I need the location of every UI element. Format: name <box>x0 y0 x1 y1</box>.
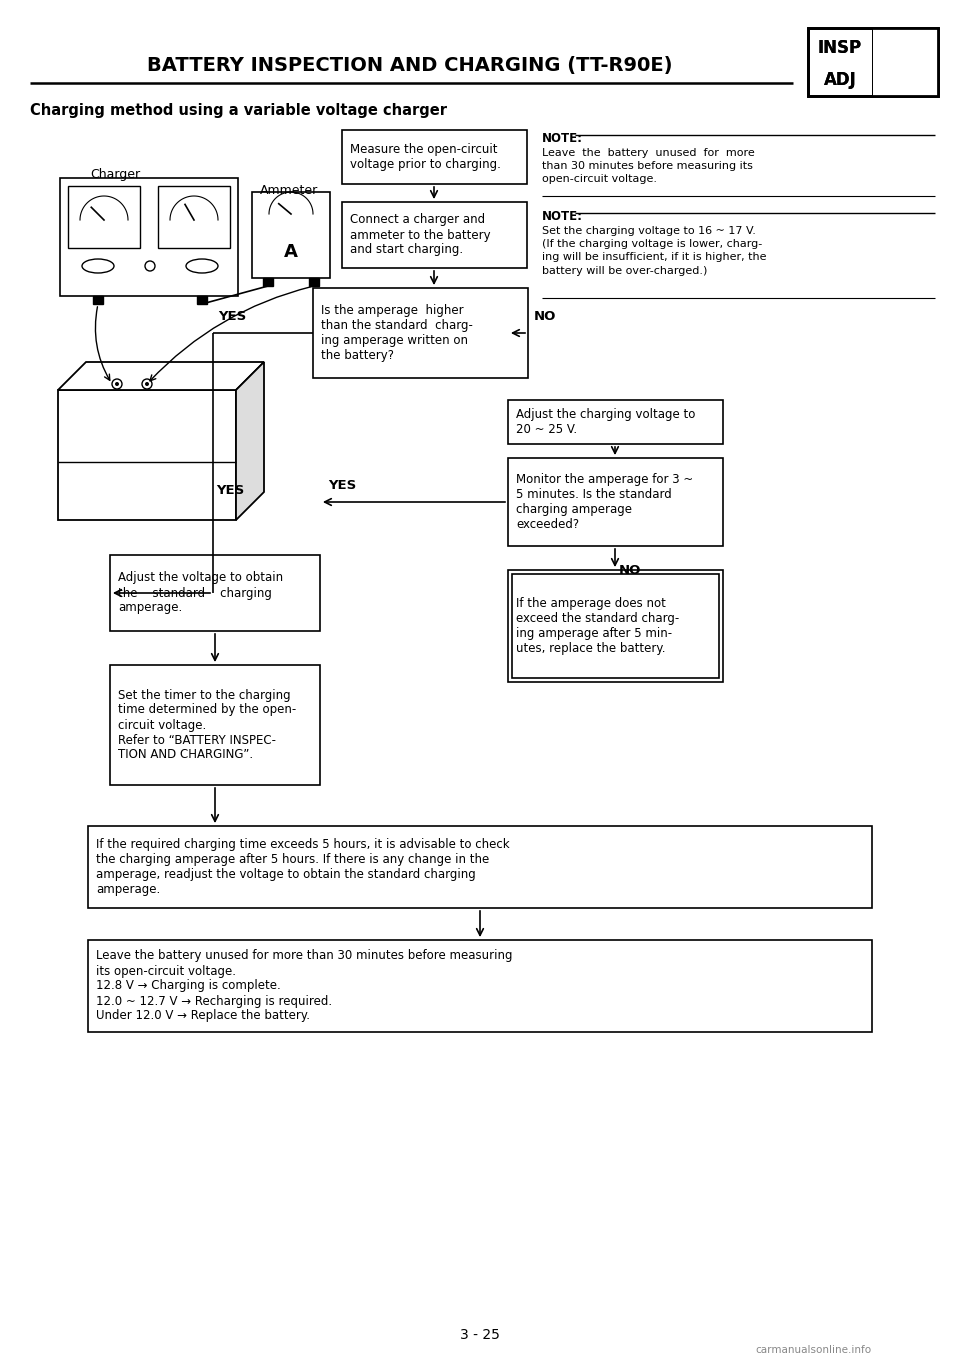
Bar <box>68 186 140 249</box>
Text: INSP: INSP <box>818 39 862 57</box>
Bar <box>808 29 938 96</box>
Text: NOTE:: NOTE: <box>542 132 583 145</box>
Circle shape <box>896 52 916 72</box>
Text: Measure the open-circuit
voltage prior to charging.: Measure the open-circuit voltage prior t… <box>350 143 501 171</box>
Bar <box>197 296 207 304</box>
Text: NOTE:: NOTE: <box>542 210 583 223</box>
Bar <box>252 191 330 278</box>
Wedge shape <box>906 62 930 87</box>
Text: Ammeter: Ammeter <box>260 183 319 197</box>
Circle shape <box>115 382 119 386</box>
Text: carmanualsonline.info: carmanualsonline.info <box>755 1344 871 1355</box>
Text: If the amperage does not
exceed the standard charg-
ing amperage after 5 min-
ut: If the amperage does not exceed the stan… <box>516 598 680 655</box>
Text: YES: YES <box>328 479 356 492</box>
Bar <box>512 574 719 678</box>
Bar <box>342 130 527 183</box>
Bar <box>263 278 273 287</box>
Ellipse shape <box>82 259 114 273</box>
Text: Leave the battery unused for more than 30 minutes before measuring
its open-circ: Leave the battery unused for more than 3… <box>96 949 513 1023</box>
Text: Monitor the amperage for 3 ~
5 minutes. Is the standard
charging amperage
exceed: Monitor the amperage for 3 ~ 5 minutes. … <box>516 473 693 531</box>
Bar <box>158 186 230 249</box>
Bar <box>60 178 238 296</box>
Circle shape <box>145 382 149 386</box>
Text: A: A <box>284 243 298 261</box>
Text: Adjust the voltage to obtain
the    standard    charging
amperage.: Adjust the voltage to obtain the standar… <box>118 572 283 615</box>
Bar <box>508 458 723 546</box>
Text: Charger: Charger <box>90 168 140 181</box>
Bar <box>58 390 236 520</box>
Text: Set the timer to the charging
time determined by the open-
circuit voltage.
Refe: Set the timer to the charging time deter… <box>118 689 297 762</box>
Text: Is the amperage  higher
than the standard  charg-
ing amperage written on
the ba: Is the amperage higher than the standard… <box>321 304 473 363</box>
Text: If the required charging time exceeds 5 hours, it is advisable to check
the char: If the required charging time exceeds 5 … <box>96 838 510 896</box>
Text: 3 - 25: 3 - 25 <box>460 1328 500 1342</box>
Text: YES: YES <box>218 310 247 323</box>
Bar <box>309 278 319 287</box>
Text: YES: YES <box>216 483 244 497</box>
Text: ADJ: ADJ <box>824 71 856 90</box>
Circle shape <box>145 261 155 272</box>
Polygon shape <box>58 363 264 390</box>
Text: Connect a charger and
ammeter to the battery
and start charging.: Connect a charger and ammeter to the bat… <box>350 213 491 257</box>
Text: Charging method using a variable voltage charger: Charging method using a variable voltage… <box>30 102 447 118</box>
Bar <box>508 570 723 682</box>
Bar <box>313 288 528 378</box>
Bar <box>93 296 103 304</box>
Text: Leave  the  battery  unused  for  more
than 30 minutes before measuring its
open: Leave the battery unused for more than 3… <box>542 148 755 185</box>
Bar <box>808 29 938 96</box>
Bar <box>110 665 320 785</box>
Polygon shape <box>898 84 924 92</box>
Text: Set the charging voltage to 16 ~ 17 V.
(If the charging voltage is lower, charg-: Set the charging voltage to 16 ~ 17 V. (… <box>542 225 766 276</box>
Bar <box>342 202 527 268</box>
Wedge shape <box>881 38 906 62</box>
Polygon shape <box>236 363 264 520</box>
Text: INSP: INSP <box>818 39 862 57</box>
Circle shape <box>879 35 933 90</box>
Bar <box>873 29 938 96</box>
Ellipse shape <box>186 259 218 273</box>
Bar <box>110 555 320 631</box>
Bar <box>508 401 723 444</box>
Circle shape <box>112 379 122 388</box>
Circle shape <box>142 379 152 388</box>
Text: NO: NO <box>534 310 557 323</box>
Bar <box>88 826 872 909</box>
Text: ADJ: ADJ <box>824 71 856 90</box>
Text: Adjust the charging voltage to
20 ~ 25 V.: Adjust the charging voltage to 20 ~ 25 V… <box>516 407 695 436</box>
Text: NO: NO <box>619 564 641 577</box>
Bar <box>88 940 872 1032</box>
Text: BATTERY INSPECTION AND CHARGING (TT-R90E): BATTERY INSPECTION AND CHARGING (TT-R90E… <box>147 56 673 75</box>
